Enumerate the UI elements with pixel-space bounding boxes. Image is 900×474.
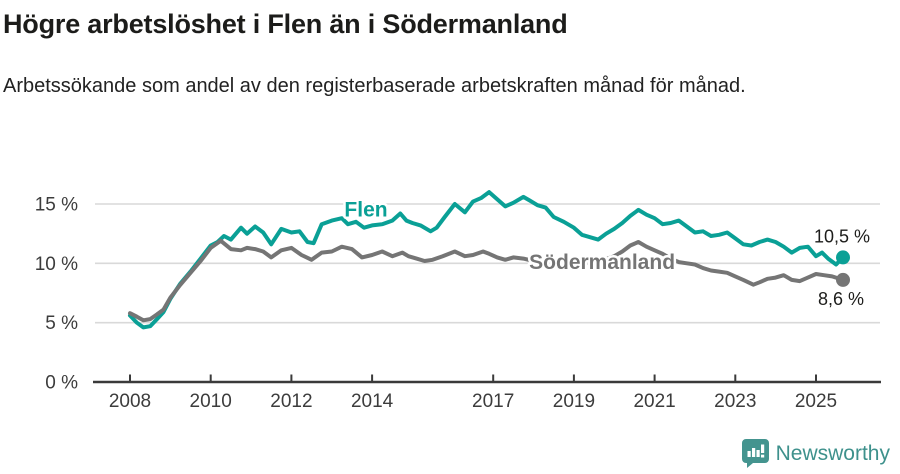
x-tick-label-2012: 2012: [270, 391, 312, 412]
sodermanland-series-label: Södermanland: [529, 251, 675, 274]
page-title: Högre arbetslöshet i Flen än i Södermanl…: [3, 9, 568, 39]
x-tick-label-2019: 2019: [553, 391, 595, 412]
sodermanland-line: [128, 238, 845, 323]
x-tick-label-2010: 2010: [190, 391, 232, 412]
x-tick-label-2008: 2008: [109, 391, 151, 412]
flen-end-value-label: 10,5 %: [814, 226, 870, 246]
y-tick-label-15: 15 %: [35, 195, 78, 216]
sodermanland-end-value-label: 8,6 %: [818, 289, 864, 309]
brand-name: Newsworthy: [775, 441, 890, 465]
x-tick-label-2023: 2023: [714, 391, 756, 412]
chart-header: Högre arbetslöshet i Flen än i Södermanl…: [3, 0, 863, 104]
newsworthy-bubble-icon: [741, 439, 769, 468]
x-tick-label-2014: 2014: [351, 391, 394, 412]
x-tick-label-2017: 2017: [472, 391, 514, 412]
chart-subtitle: Arbetssökande som andel av den registerb…: [3, 74, 746, 97]
y-tick-label-10: 10 %: [35, 254, 78, 275]
sodermanland-end-dot: [836, 272, 850, 287]
newsworthy-logo: Newsworthy: [741, 439, 890, 468]
y-tick-label-5: 5 %: [45, 313, 78, 334]
y-tick-label-0: 0 %: [45, 373, 78, 394]
flen-line: [128, 190, 845, 330]
x-tick-label-2021: 2021: [633, 391, 675, 412]
flen-series-label: Flen: [344, 198, 387, 221]
flen-end-dot: [836, 250, 850, 265]
x-tick-label-2025: 2025: [795, 391, 837, 412]
